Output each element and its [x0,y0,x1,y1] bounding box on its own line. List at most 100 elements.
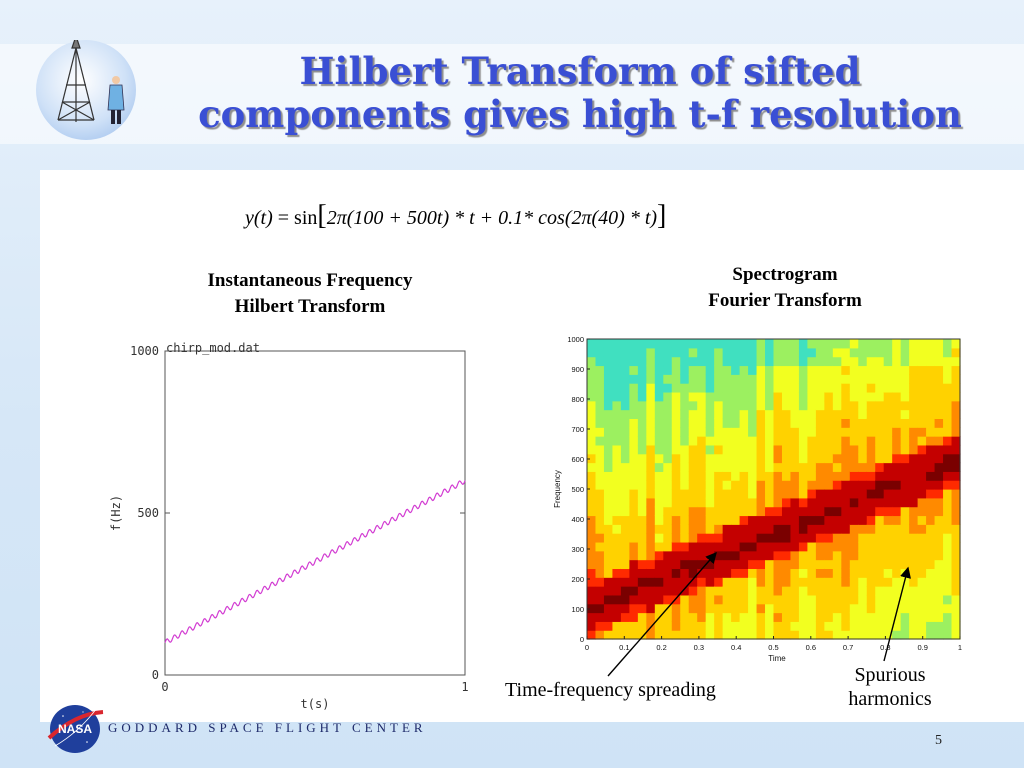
heatmap-cell [765,594,775,605]
heatmap-cell [798,427,809,437]
heatmap-cell [832,524,842,534]
heatmap-cell [654,480,664,490]
heatmap-cell [909,365,919,375]
heatmap-cell [807,365,817,375]
heatmap-cell [765,391,775,402]
heatmap-cell [807,489,817,499]
heatmap-cell [875,550,885,561]
heatmap-cell [951,444,961,455]
heatmap-cell [714,409,724,420]
heatmap-cell [595,356,605,367]
heatmap-cell [688,471,698,481]
heatmap-cell [815,594,825,605]
heatmap-cell [756,339,766,349]
heatmap-cell [629,462,639,472]
heatmap-cell [688,347,698,358]
heatmap-cell [646,586,656,596]
heatmap-cell [612,612,622,622]
heatmap-cell [587,374,597,384]
heatmap-cell [934,427,944,437]
heatmap-cell [620,550,630,561]
heatmap-cell [612,365,622,375]
heatmap-cell [875,621,885,631]
heatmap-cell [739,453,749,464]
heatmap-cell [798,480,809,490]
heatmap-cell [841,339,851,349]
heatmap-cell [849,533,859,543]
heatmap-cell [815,630,825,640]
heatmap-cell [663,568,673,578]
heatmap-cell [731,577,741,587]
heatmap-cell [824,612,834,622]
heatmap-cell [943,453,953,464]
heatmap-cell [722,471,732,481]
heatmap-cell [612,594,622,605]
heatmap-cell [824,594,834,605]
heatmap-cell [620,409,630,420]
heatmap-cell [841,391,851,402]
heatmap-cell [917,409,927,420]
heatmap-cell [680,603,690,614]
heatmap-cell [909,630,919,640]
heatmap-cell [807,471,817,481]
heatmap-cell [841,383,851,393]
heatmap-cell [663,541,673,552]
heatmap-cell [858,603,868,614]
heatmap-cell [824,506,834,517]
heatmap-cell [909,418,919,428]
heatmap-cell [688,418,698,428]
heatmap-cell [926,524,936,534]
heatmap-cell [731,524,741,534]
heatmap-cell [722,621,732,631]
heatmap-cell [883,427,893,437]
x-tick-label: 1 [461,680,468,694]
heatmap-cell [883,418,893,428]
heatmap-cell [646,559,656,570]
heatmap-cell [722,533,732,543]
heatmap-cell [824,568,834,578]
heatmap-cell [943,489,953,499]
heatmap-cell [951,400,961,411]
heatmap-cell [900,365,910,375]
heatmap-cell [756,365,766,375]
heatmap-cell [790,453,800,464]
heatmap-cell [841,427,851,437]
heatmap-cell [934,515,944,525]
heatmap-cell [654,594,664,605]
heatmap-cell [815,347,825,358]
heatmap-cell [587,612,597,622]
heatmap-cell [612,506,622,517]
heatmap-cell [798,630,809,640]
right-heading: Spectrogram Fourier Transform [640,262,930,314]
heatmap-cell [714,471,724,481]
heatmap-cell [603,524,614,534]
heatmap-cell [892,594,902,605]
nasa-text: NASA [58,722,92,736]
footer-text: GODDARD SPACE FLIGHT CENTER [108,720,427,735]
heatmap-cell [943,577,953,587]
heatmap-cell [629,586,639,596]
heatmap-cell [875,533,885,543]
heatmap-cell [731,462,741,472]
heatmap-cell [926,339,936,349]
heatmap-cell [807,497,817,508]
heatmap-cell [909,383,919,393]
heatmap-cell [798,506,809,517]
heatmap-cell [629,383,639,393]
heatmap-cell [798,374,809,384]
heatmap-cell [875,497,885,508]
heatmap-cell [917,506,927,517]
heatmap-cell [849,612,859,622]
heatmap-cell [748,427,758,437]
heatmap-cell [824,515,834,525]
heatmap-cell [866,347,876,358]
heatmap-cell [603,612,614,622]
heatmap-cell [595,383,605,393]
heatmap-cell [841,559,851,570]
heatmap-cell [705,489,715,499]
x-tick-label: 1 [958,643,962,652]
heatmap-cell [697,356,707,367]
heatmap-cell [900,541,910,552]
heatmap-cell [603,594,614,605]
heatmap-cell [688,594,698,605]
